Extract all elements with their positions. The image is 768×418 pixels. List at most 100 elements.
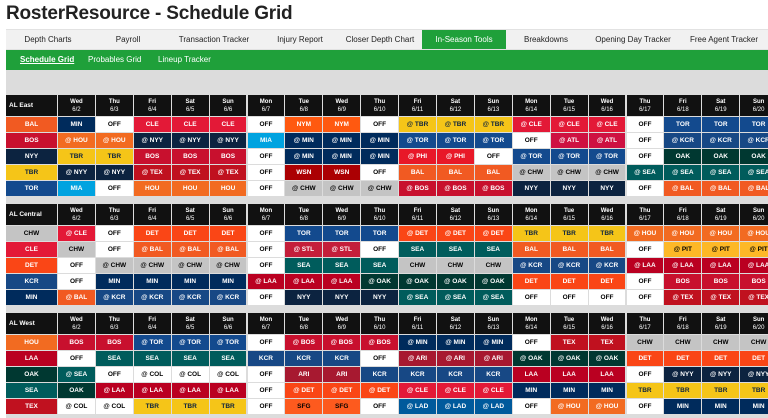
day-of-week: Fri (413, 317, 422, 323)
team-label[interactable]: TEX (6, 399, 57, 414)
game-cell: CLE (171, 117, 209, 132)
division-name: AL Central (6, 204, 57, 225)
team-label[interactable]: NYY (6, 149, 57, 164)
nav-tab-opening-day-tracker[interactable]: Opening Day Tracker (595, 35, 671, 44)
team-label[interactable]: MIN (6, 290, 57, 305)
game-cell: @ DET (285, 383, 323, 398)
day-header: Sun 6/13 (474, 313, 512, 334)
day-header: Sun 6/20 (740, 313, 768, 334)
game-cell: @ KCR (133, 290, 171, 305)
day-header: Wed 6/2 (58, 95, 95, 116)
game-cell: KCR (247, 351, 285, 366)
game-cell: DET (171, 226, 209, 241)
day-of-week: Sat (716, 99, 726, 105)
nav-tab-breakdowns[interactable]: Breakdowns (523, 35, 569, 44)
game-cell: MIN (58, 117, 95, 132)
day-header: Sun 6/20 (740, 95, 768, 116)
day-of-week: Thu (374, 317, 386, 323)
team-label[interactable]: BAL (6, 117, 57, 132)
off-day-cell: OFF (247, 165, 285, 180)
game-cell: TBR (133, 399, 171, 414)
day-header: Fri 6/11 (399, 204, 436, 225)
day-of-week: Wed (600, 99, 614, 105)
game-cell: @ MIN (285, 149, 323, 164)
game-cell: OAK (664, 149, 702, 164)
game-cell: NYM (285, 117, 323, 132)
nav-tab-closer-depth-chart[interactable]: Closer Depth Chart (345, 35, 415, 44)
day-of-week: Sun (487, 317, 499, 323)
off-day-cell: OFF (361, 165, 399, 180)
day-of-week: Thu (639, 208, 651, 214)
team-label[interactable]: TOR (6, 181, 57, 196)
team-label[interactable]: OAK (6, 367, 57, 382)
team-label[interactable]: DET (6, 258, 57, 273)
subnav-tab-schedule-grid[interactable]: Schedule Grid (20, 55, 75, 64)
team-label[interactable]: KCR (6, 274, 57, 289)
day-header: Sat 6/5 (171, 204, 209, 225)
game-cell: @ LAA (209, 383, 247, 398)
game-cell: @ TOR (209, 335, 247, 350)
game-cell: @ STL (285, 242, 323, 257)
game-cell: BOS (664, 274, 702, 289)
day-header: Wed 6/2 (58, 313, 95, 334)
game-cell: CHW (740, 335, 768, 350)
subnav-tab-probables-grid[interactable]: Probables Grid (88, 55, 142, 64)
nav-tab-in-season-tools[interactable]: In-Season Tools (422, 30, 506, 49)
nav-tab-payroll[interactable]: Payroll (115, 35, 141, 44)
day-header: Wed 6/16 (588, 204, 626, 225)
game-cell: @ OAK (437, 274, 474, 289)
day-date: 6/10 (373, 107, 386, 113)
game-cell: @ NYY (171, 133, 209, 148)
game-cell: @ MIN (323, 149, 361, 164)
game-cell: @ BOS (474, 181, 512, 196)
team-label[interactable]: TBR (6, 165, 57, 180)
off-day-cell: OFF (247, 226, 285, 241)
nav-tab-injury-report[interactable]: Injury Report (277, 35, 323, 44)
day-of-week: Wed (600, 208, 614, 214)
team-label[interactable]: CLE (6, 242, 57, 257)
team-label[interactable]: BOS (6, 133, 57, 148)
game-cell: TOR (285, 226, 323, 241)
game-cell: HOU (133, 181, 171, 196)
off-day-cell: OFF (58, 274, 95, 289)
team-label[interactable]: SEA (6, 383, 57, 398)
day-header: Mon 6/7 (247, 95, 285, 116)
game-cell: TBR (58, 149, 95, 164)
day-of-week: Sun (752, 317, 765, 323)
day-header: Thu 6/17 (626, 95, 664, 116)
team-label[interactable]: HOU (6, 335, 57, 350)
day-header: Sat 6/19 (702, 95, 740, 116)
game-cell: TBR (512, 226, 550, 241)
day-date: 6/9 (337, 216, 346, 222)
day-of-week: Sun (222, 208, 234, 214)
day-of-week: Sun (222, 317, 234, 323)
off-day-cell: OFF (247, 367, 285, 382)
game-cell: @ LAA (285, 274, 323, 289)
game-cell: @ LAA (171, 383, 209, 398)
day-header: Sat 6/19 (702, 313, 740, 334)
game-cell: NYY (361, 290, 399, 305)
game-cell: @ CHW (361, 181, 399, 196)
game-cell: @ CHW (133, 258, 171, 273)
day-date: 6/11 (411, 216, 424, 222)
nav-tab-transaction-tracker[interactable]: Transaction Tracker (178, 35, 250, 44)
day-header: Fri 6/11 (399, 95, 436, 116)
game-cell: @ MIN (361, 149, 399, 164)
game-cell: MIN (512, 383, 550, 398)
day-of-week: Wed (335, 99, 349, 105)
off-day-cell: OFF (361, 399, 399, 414)
team-label[interactable]: CHW (6, 226, 57, 241)
game-cell: @ TEX (171, 165, 209, 180)
game-cell: @ TOR (512, 149, 550, 164)
subnav-tab-lineup-tracker[interactable]: Lineup Tracker (158, 55, 211, 64)
day-date: 6/12 (449, 107, 462, 113)
team-label[interactable]: LAA (6, 351, 57, 366)
day-of-week: Sun (487, 99, 499, 105)
off-day-cell: OFF (247, 149, 285, 164)
game-cell: @ SEA (58, 367, 95, 382)
nav-tab-depth-charts[interactable]: Depth Charts (24, 35, 72, 44)
game-cell: @ TEX (702, 290, 740, 305)
game-cell: @ CHW (209, 258, 247, 273)
game-cell: @ LAA (323, 274, 361, 289)
nav-tab-free-agent-tracker[interactable]: Free Agent Tracker (689, 35, 759, 44)
